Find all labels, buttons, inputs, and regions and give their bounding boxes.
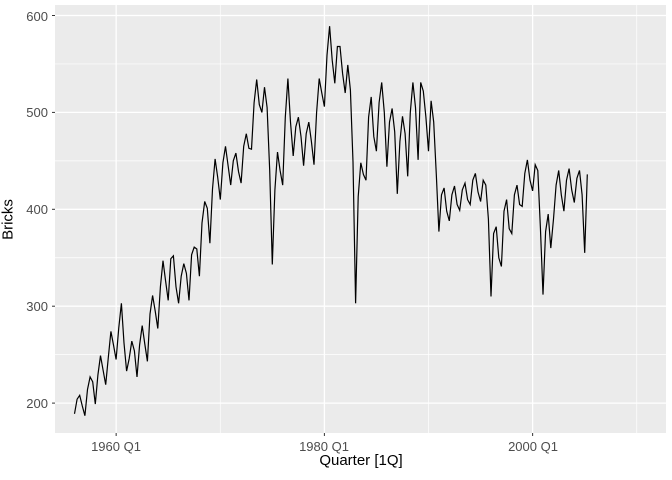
- y-tick-label: 400: [26, 202, 48, 217]
- x-axis-title: Quarter [1Q]: [0, 453, 672, 468]
- x-tick-label: 1980 Q1: [299, 439, 349, 454]
- x-axis-title-text: Quarter [1Q]: [319, 452, 403, 469]
- y-tick-label: 200: [26, 396, 48, 411]
- y-axis-title: Bricks: [0, 150, 17, 290]
- y-tick-label: 500: [26, 105, 48, 120]
- bricks-series-line: [73, 26, 588, 416]
- x-tick-label: 1960 Q1: [91, 439, 141, 454]
- x-tick-label: 2000 Q1: [508, 439, 558, 454]
- panel-background: [55, 5, 666, 433]
- y-tick-label: 600: [26, 9, 48, 24]
- y-tick-label: 300: [26, 299, 48, 314]
